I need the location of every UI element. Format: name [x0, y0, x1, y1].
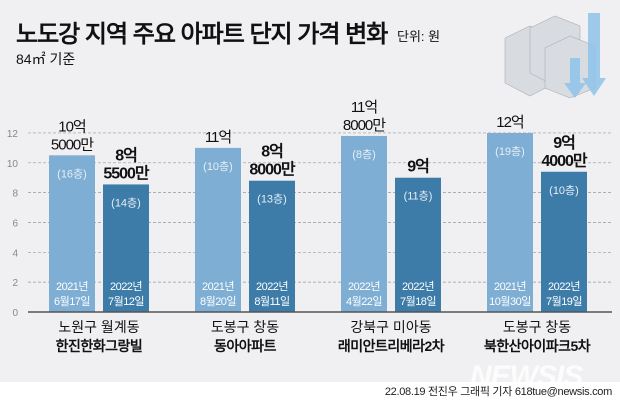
floor-label: (11층) [404, 190, 433, 203]
date-label: 2022년 [548, 280, 580, 293]
date-label: 2022년 [110, 280, 142, 293]
subtitle: 84㎡ 기준 [16, 51, 76, 67]
bar-value-label: 10억 [58, 118, 86, 135]
floor-label: (10층) [203, 160, 233, 173]
date-label: 2022년 [348, 280, 380, 293]
bar [341, 135, 387, 312]
date-label: 8월20일 [200, 294, 236, 308]
date-label: 2022년 [402, 280, 434, 293]
date-label: 7월19일 [546, 294, 582, 308]
bar-value-label: 4000만 [541, 152, 588, 170]
unit-label: 단위: 원 [397, 29, 441, 44]
complex-label: 래미안트리베라2차 [337, 338, 445, 354]
date-label: 2021년 [202, 280, 234, 293]
y-tick-label: 8 [12, 189, 18, 200]
date-label: 2021년 [494, 280, 526, 293]
bar-value-label: 8000만 [249, 161, 296, 179]
date-label: 2021년 [56, 280, 88, 293]
floor-label: (14층) [111, 196, 141, 209]
date-label: 10월30일 [489, 294, 531, 308]
bar [195, 147, 241, 312]
date-label: 8월11일 [254, 294, 290, 308]
district-label: 도봉구 창동 [210, 319, 280, 335]
bar-value-label: 12억 [496, 114, 524, 131]
y-tick-label: 4 [12, 248, 18, 259]
page-title: 노도강 지역 주요 아파트 단지 가격 변화 [16, 21, 388, 48]
complex-label: 한진한화그랑빌 [55, 338, 143, 354]
district-label: 강북구 미아동 [350, 319, 432, 335]
date-label: 4월22일 [346, 294, 382, 308]
bar-value-label: 8000만 [343, 117, 386, 134]
bar-value-label: 11억 [205, 129, 231, 146]
date-label: 7월12일 [108, 294, 144, 308]
bar-value-label: 9억 [553, 133, 575, 152]
bar [103, 184, 149, 312]
y-tick-label: 0 [12, 308, 18, 319]
bar [541, 171, 587, 312]
y-tick-label: 10 [7, 159, 19, 170]
apartment-buildings-icon [504, 13, 606, 98]
date-label: 6월17일 [54, 294, 90, 308]
svg-text:NEWSIS: NEWSIS [470, 360, 583, 390]
bar-value-label: 9억 [407, 157, 429, 176]
y-tick-label: 12 [7, 129, 19, 140]
bar-value-label: 5000만 [51, 136, 94, 153]
bar-value-label: 8억 [261, 142, 283, 161]
bar [487, 132, 533, 312]
y-tick-label: 2 [12, 278, 18, 289]
floor-label: (19층) [495, 145, 525, 158]
floor-label: (8층) [352, 148, 376, 161]
date-label: 2022년 [256, 280, 288, 293]
footer-bar [0, 382, 620, 403]
credit-line: 22.08.19 전진우 그래픽 기자 618tue@newsis.com [384, 386, 612, 398]
bar-value-label: 11억 [351, 99, 377, 116]
bar [249, 180, 295, 312]
floor-label: (10층) [549, 184, 579, 197]
bar-value-label: 5500만 [103, 164, 150, 182]
floor-label: (13층) [257, 193, 287, 206]
date-label: 7월18일 [400, 294, 436, 308]
bar [395, 177, 441, 312]
bar-value-label: 8억 [115, 145, 137, 164]
floor-label: (16층) [57, 167, 87, 180]
complex-label: 동아아파트 [214, 338, 276, 354]
bar [49, 155, 95, 312]
y-tick-label: 6 [12, 218, 18, 229]
district-label: 도봉구 창동 [502, 319, 572, 335]
complex-label: 북한산아이파크5차 [483, 338, 591, 354]
newsis-watermark: NEWSIS [470, 360, 610, 397]
district-label: 노원구 월계동 [58, 319, 140, 335]
